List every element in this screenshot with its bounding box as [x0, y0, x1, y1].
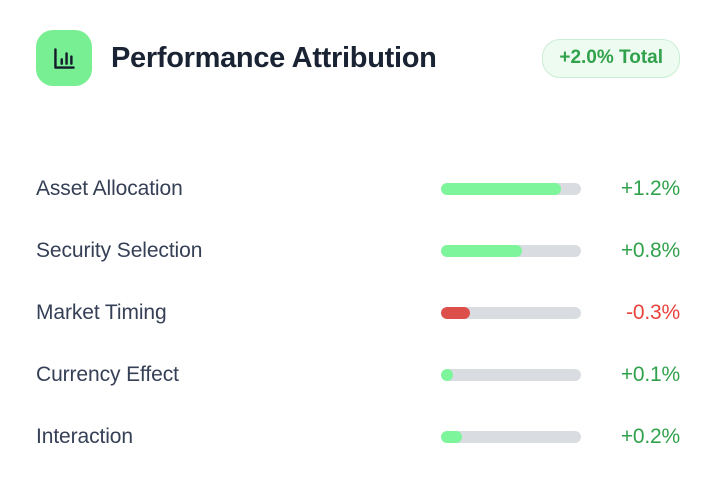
row-value: +0.8% — [620, 239, 680, 262]
bar-fill — [441, 431, 462, 443]
bar-fill — [441, 245, 523, 257]
row-security-selection: Security Selection +0.8% — [36, 236, 680, 266]
row-label: Market Timing — [36, 301, 167, 324]
row-value: +0.1% — [620, 363, 680, 386]
bar-track — [441, 307, 581, 319]
row-label: Interaction — [36, 425, 133, 448]
row-label: Security Selection — [36, 239, 203, 262]
row-market-timing: Market Timing -0.3% — [36, 298, 680, 328]
attribution-rows: Asset Allocation +1.2% Security Selectio… — [36, 174, 680, 452]
bar-fill — [441, 183, 562, 195]
card-header: Performance Attribution +2.0% Total — [36, 30, 680, 86]
bar-chart-icon — [53, 47, 75, 69]
bar-fill — [441, 307, 471, 319]
row-value: +0.2% — [620, 425, 680, 448]
row-interaction: Interaction +0.2% — [36, 422, 680, 452]
row-label: Currency Effect — [36, 363, 179, 386]
icon-container — [36, 30, 92, 86]
bar-track — [441, 431, 581, 443]
total-badge: +2.0% Total — [542, 38, 680, 78]
bar-track — [441, 369, 581, 381]
row-value: -0.3% — [626, 301, 680, 324]
bar-track — [441, 245, 581, 257]
bar-fill — [441, 369, 453, 381]
row-currency-effect: Currency Effect +0.1% — [36, 360, 680, 390]
row-asset-allocation: Asset Allocation +1.2% — [36, 174, 680, 204]
row-value: +1.2% — [620, 177, 680, 200]
card-title: Performance Attribution — [111, 41, 437, 74]
row-label: Asset Allocation — [36, 177, 183, 200]
bar-track — [441, 183, 581, 195]
